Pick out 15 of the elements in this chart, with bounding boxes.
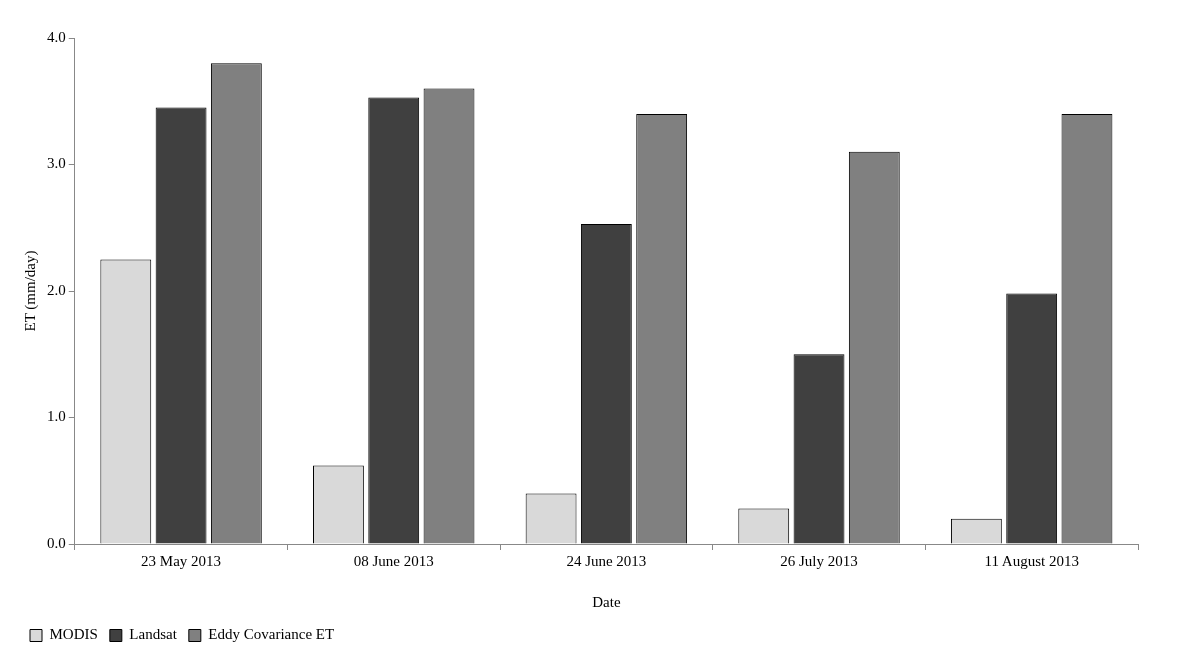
legend-label: MODIS: [49, 626, 98, 643]
y-axis-title: ET (mm/day): [21, 250, 39, 332]
x-tick-label: 24 June 2013: [566, 552, 647, 569]
x-tick-label: 08 June 2013: [353, 552, 434, 569]
y-tick-label: 0.0: [47, 534, 66, 551]
x-axis-title: Date: [592, 593, 621, 610]
x-tick-label: 11 August 2013: [984, 552, 1079, 569]
x-tick-label: 26 July 2013: [780, 552, 858, 569]
x-tick-label: 23 May 2013: [141, 552, 222, 569]
y-tick-label: 1.0: [47, 408, 66, 425]
y-tick-label: 4.0: [47, 28, 66, 45]
y-tick-label: 3.0: [47, 155, 66, 172]
y-tick-label: 2.0: [47, 281, 66, 298]
legend-label: Eddy Covariance ET: [208, 626, 335, 643]
legend-label: Landsat: [129, 626, 178, 643]
